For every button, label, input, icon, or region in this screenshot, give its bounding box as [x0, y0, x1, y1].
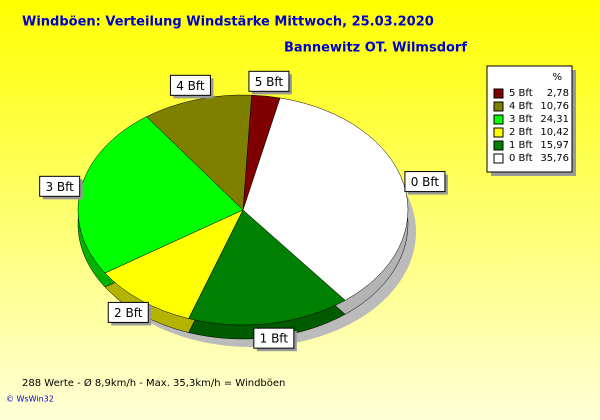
legend-value: 35,76 [540, 153, 569, 164]
credit: © WsWin32 [6, 395, 54, 404]
legend-label: 0 Bft [509, 153, 533, 164]
slice-label: 1 Bft [260, 332, 289, 346]
label-box [107, 301, 149, 323]
slice-label: 0 Bft [411, 175, 440, 189]
label-box [169, 74, 211, 96]
legend-swatch [493, 140, 504, 151]
legend-value: 10,42 [540, 127, 569, 138]
label-box [253, 327, 295, 349]
pie-slice [242, 97, 409, 301]
pie-slice [146, 94, 252, 211]
legend-label: 3 Bft [509, 114, 533, 125]
legend-label: 1 Bft [509, 140, 533, 151]
legend-value: 15,97 [540, 140, 569, 151]
pie-slice [188, 209, 346, 326]
legend-swatch [493, 101, 504, 112]
legend-swatch [493, 127, 504, 138]
legend-label: 5 Bft [509, 88, 533, 99]
slice-label: 4 Bft [176, 79, 205, 93]
label-box [404, 171, 446, 193]
legend-value: 2,78 [547, 88, 569, 99]
legend-swatch [493, 153, 504, 164]
label-box [248, 70, 290, 92]
legend-swatch [493, 88, 504, 99]
legend-header: % [552, 72, 562, 83]
legend-value: 10,76 [540, 101, 569, 112]
label-box [39, 175, 81, 197]
legend-value: 24,31 [540, 114, 569, 125]
slice-label: 5 Bft [255, 75, 284, 89]
legend-label: 2 Bft [509, 127, 533, 138]
pie-slice [104, 209, 244, 319]
footer: 288 Werte - Ø 8,9km/h - Max. 35,3km/h = … [22, 377, 285, 389]
legend-label: 4 Bft [509, 101, 533, 112]
chart-subtitle: Bannewitz OT. Wilmsdorf [284, 41, 467, 56]
slice-label: 3 Bft [45, 180, 74, 194]
chart-title: Windböen: Verteilung Windstärke Mittwoch… [22, 15, 434, 30]
legend-swatch [493, 114, 504, 125]
slice-label: 2 Bft [114, 306, 143, 320]
